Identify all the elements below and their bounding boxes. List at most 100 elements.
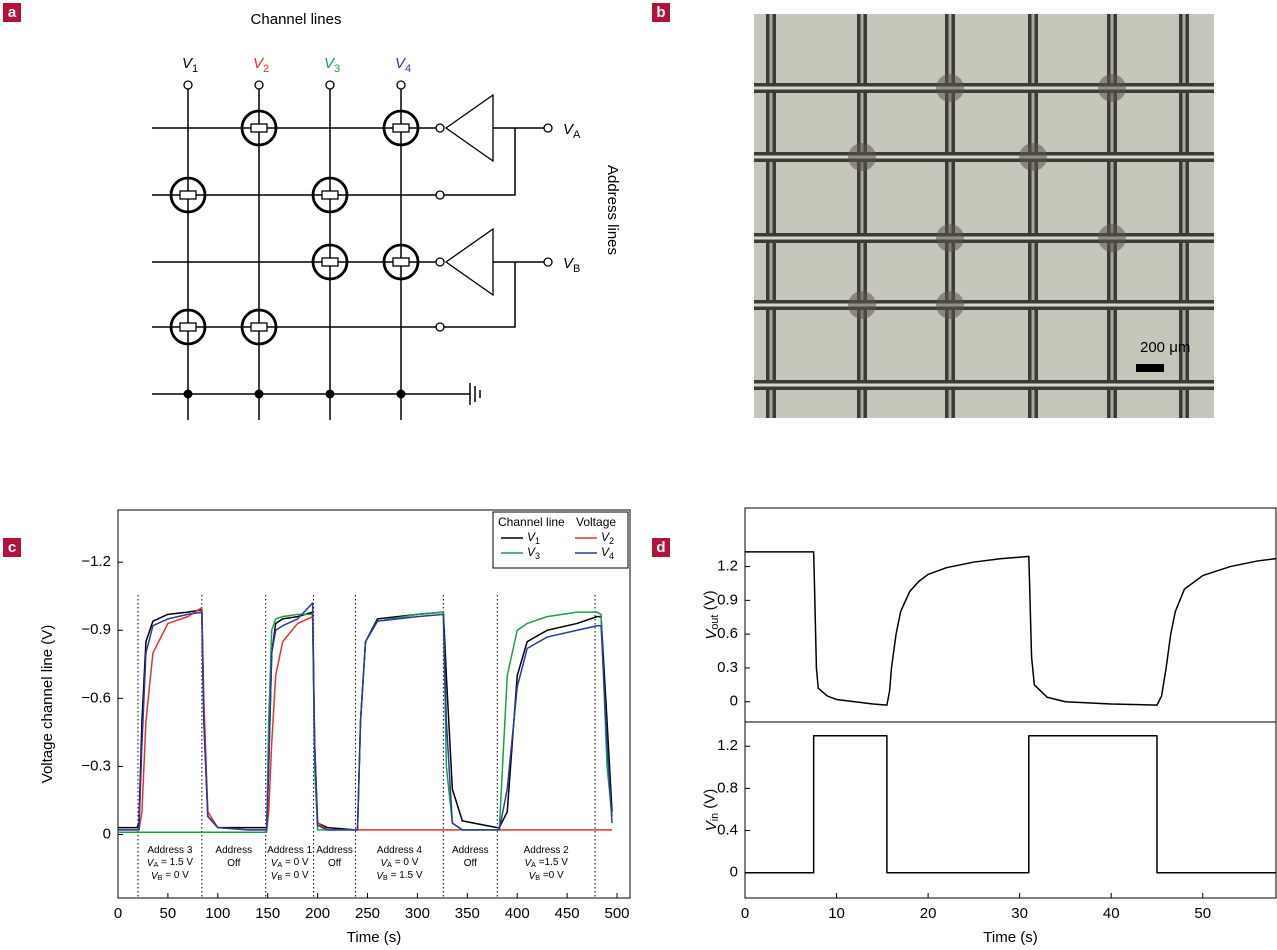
junction-droplet (936, 291, 964, 319)
plot-frame (117, 509, 631, 899)
y-tick-label: 0 (730, 693, 738, 710)
legend-subscript: 2 (609, 536, 614, 546)
annotation: VB =0 V (529, 870, 564, 882)
text: V (271, 871, 279, 882)
symbol: V (563, 255, 575, 272)
terminal (435, 190, 445, 200)
fiber-core (754, 155, 1214, 159)
text: Address (452, 845, 489, 856)
subscript: A (387, 860, 392, 869)
x-tick-label: 450 (555, 905, 580, 922)
legend-label: V2 (601, 530, 614, 546)
x-tick-label: 20 (920, 905, 937, 922)
legend-symbol: V (527, 530, 536, 544)
text: Off (227, 858, 240, 869)
panel-label: c (8, 539, 16, 556)
symbol: V (563, 121, 575, 138)
text: (V) (702, 590, 719, 614)
symbol: V (324, 55, 336, 72)
subscript: B (535, 873, 540, 882)
subscript: 2 (263, 63, 269, 75)
y-tick-label: 0.3 (717, 659, 738, 676)
text: Address 3 (147, 845, 192, 856)
text: V (147, 858, 155, 869)
x-tick-label: 30 (1011, 905, 1028, 922)
annotation: VB = 0 V (151, 870, 189, 882)
subscript: B (158, 873, 163, 882)
annotation: Off (328, 858, 341, 869)
legend-symbol: V (601, 545, 610, 559)
fiber-core (1031, 14, 1035, 418)
y-tick-label: −0.6 (81, 689, 111, 706)
text: = 0 V (282, 857, 309, 868)
valve (382, 109, 420, 147)
fiber-core (948, 14, 952, 418)
annotation: VA = 0 V (271, 857, 309, 869)
text: = 0 V (282, 870, 309, 881)
text: = 1.5 V (388, 870, 423, 881)
x-tick-label: 500 (605, 905, 630, 922)
text: V (376, 871, 384, 882)
text: Off (328, 858, 341, 869)
text: V (151, 871, 159, 882)
text: V (703, 819, 720, 831)
x-tick-label: 0 (114, 905, 122, 922)
x-tick-label: 10 (828, 905, 845, 922)
fiber-core (860, 14, 864, 418)
valve-body (250, 123, 268, 133)
terminal (183, 80, 193, 90)
y-tick-label: 1.2 (717, 737, 738, 754)
y-axis-label: Vout (V) (702, 590, 721, 639)
y-tick-label: 0 (103, 825, 111, 842)
annotation: Address 2 (524, 845, 569, 856)
text: =1.5 V (536, 857, 568, 868)
x-tick-label: 50 (160, 905, 177, 922)
legend-title: Channel line (498, 515, 565, 529)
valve (169, 176, 207, 214)
data-line (118, 611, 613, 833)
text: (V) (702, 789, 719, 813)
terminal (543, 257, 553, 267)
legend-title: Voltage (576, 515, 616, 529)
text: Off (464, 858, 477, 869)
text: Address (215, 845, 252, 856)
terminal (435, 123, 445, 133)
legend-subscript: 4 (609, 551, 614, 561)
panel-badge (652, 538, 670, 557)
subscript: B (573, 263, 580, 275)
valve-body (392, 257, 410, 267)
photo-background (754, 14, 1214, 418)
plot-frame (744, 507, 1277, 723)
legend-box (492, 511, 629, 569)
junction-droplet (848, 291, 876, 319)
valve-body (321, 257, 339, 267)
x-tick-label: 300 (405, 905, 430, 922)
text: Address 1 (267, 845, 312, 856)
annotation: Address 4 (377, 845, 422, 856)
subscript: A (153, 860, 158, 869)
legend-subscript: 1 (535, 536, 540, 546)
fiber-core (754, 86, 1214, 90)
circuit-title: Channel lines (251, 11, 342, 28)
annotation: Address 1 (267, 845, 312, 856)
channel-label: V3 (324, 55, 340, 75)
text: V (271, 858, 279, 869)
annotation: VA =1.5 V (524, 857, 568, 869)
annotation: Address (452, 845, 489, 856)
y-tick-label: 0.8 (717, 779, 738, 796)
y-tick-label: −0.9 (81, 621, 111, 638)
text: =0 V (540, 870, 564, 881)
junction-droplet (936, 74, 964, 102)
valve (240, 109, 278, 147)
junction-droplet (848, 143, 876, 171)
data-line (745, 551, 1277, 706)
valve (311, 176, 349, 214)
y-tick-label: 0 (730, 864, 738, 881)
valve-body (321, 190, 339, 200)
x-tick-label: 350 (455, 905, 480, 922)
panel-badge (3, 3, 21, 22)
x-tick-label: 100 (205, 905, 230, 922)
channel-label: V2 (253, 55, 269, 75)
x-tick-label: 200 (305, 905, 330, 922)
